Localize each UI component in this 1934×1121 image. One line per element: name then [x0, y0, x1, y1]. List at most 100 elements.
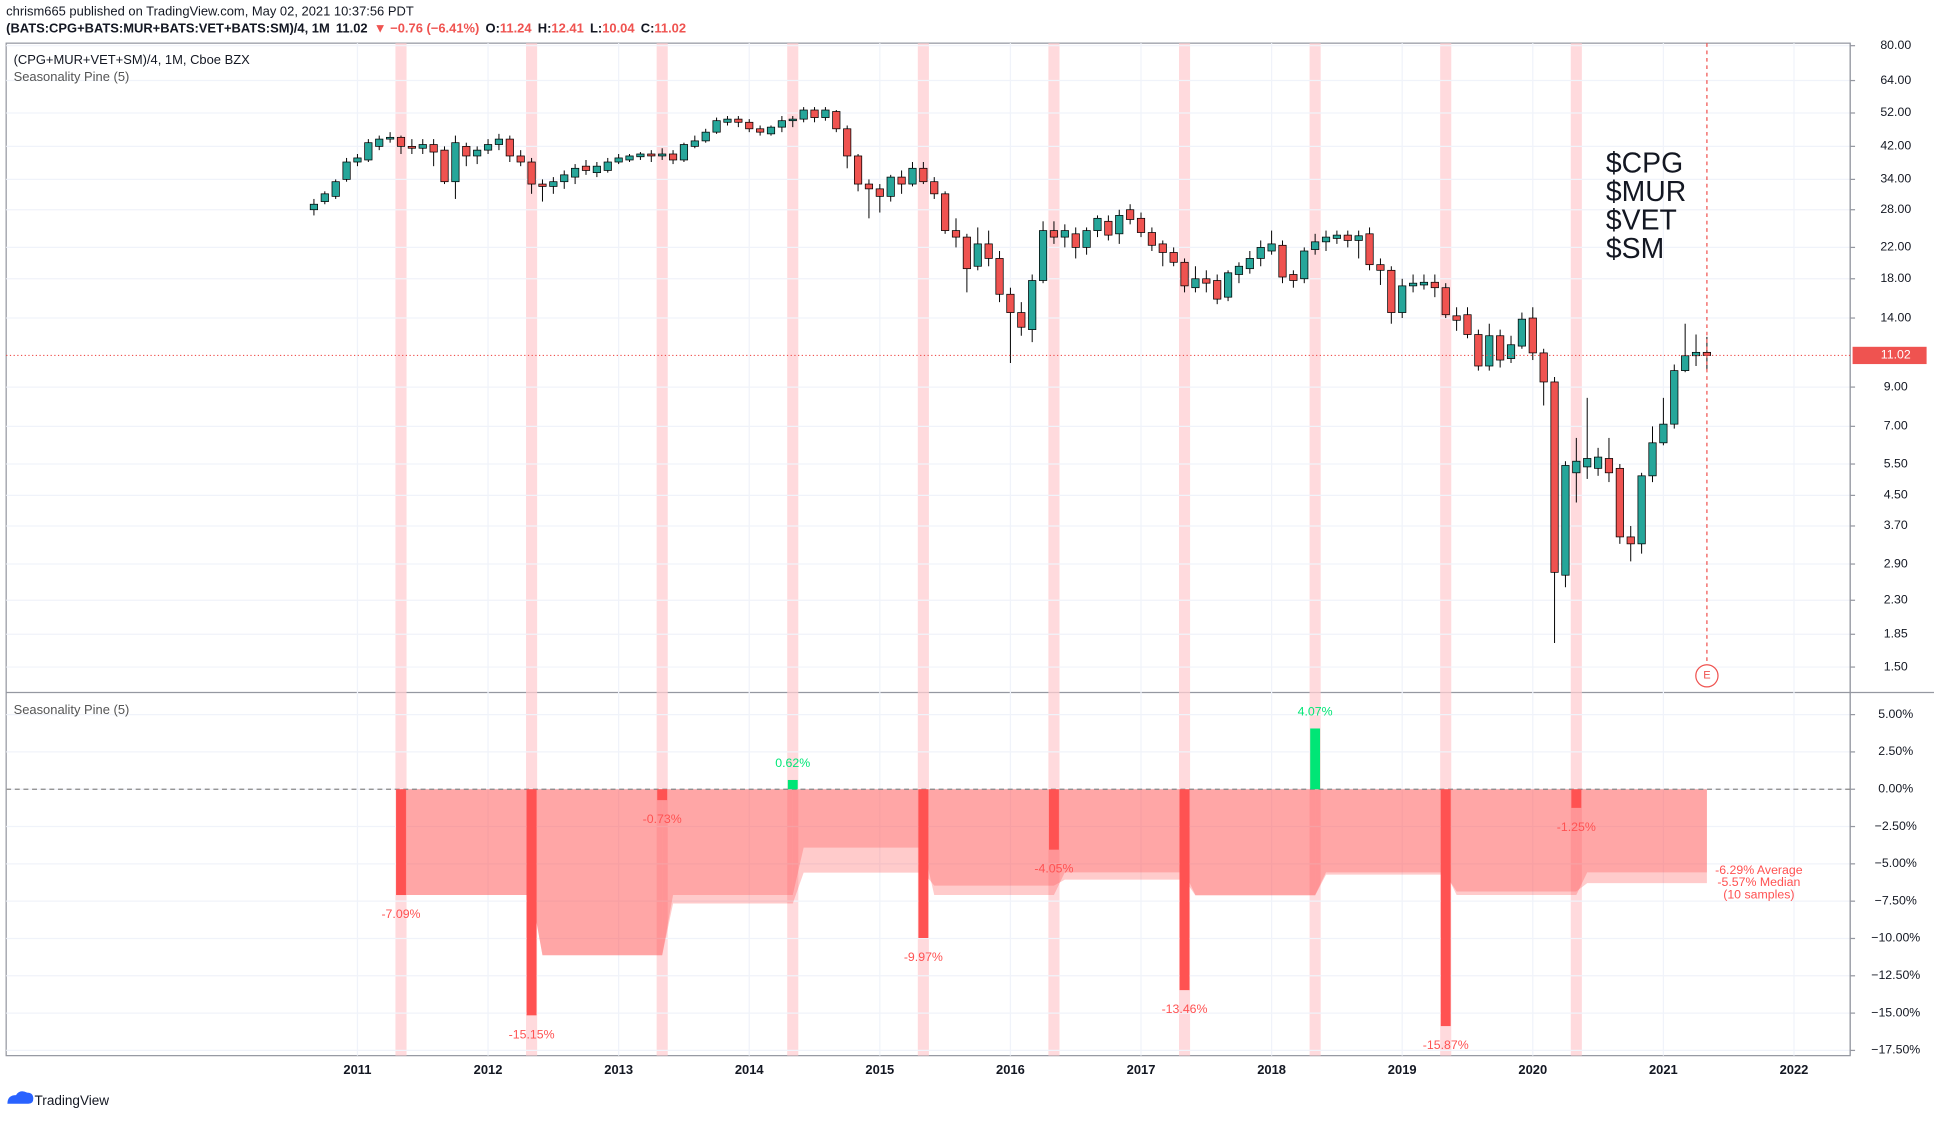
candle-body	[375, 138, 384, 147]
y-tick-label: 5.00%	[1878, 707, 1913, 721]
season-band	[1178, 43, 1191, 1056]
average-area	[1053, 789, 1185, 886]
candle-body	[581, 165, 591, 171]
candle-body	[1670, 370, 1679, 425]
season-bar	[1179, 789, 1190, 991]
x-tick-label: 2020	[1518, 1062, 1547, 1077]
y-tick-label: −15.00%	[1871, 1005, 1920, 1019]
average-area	[1576, 789, 1707, 892]
candle-body	[429, 144, 438, 153]
candle-body	[1387, 269, 1396, 313]
candle-body	[745, 121, 754, 130]
y-tick-label: −10.00%	[1871, 931, 1920, 945]
candle-body	[1343, 234, 1352, 241]
season-bar	[396, 789, 406, 896]
candle-body	[984, 243, 993, 259]
ticker-annotation: $VET	[1606, 204, 1677, 236]
earnings-marker	[1695, 664, 1719, 688]
candle-body	[1441, 287, 1450, 316]
candle-body	[1496, 335, 1505, 361]
candle-body	[1169, 252, 1178, 263]
candle-body	[788, 118, 797, 122]
candle-body	[1648, 442, 1657, 477]
value-label: -15.15%	[509, 1027, 555, 1041]
x-tick-label: 2021	[1649, 1062, 1678, 1077]
symbol-line: (BATS:CPG+BATS:MUR+BATS:VET+BATS:SM)/4, …	[6, 21, 686, 36]
candle-body	[712, 120, 721, 133]
last-price-label: 11.02	[1881, 348, 1911, 362]
y-tick-label: 3.70	[1884, 518, 1908, 532]
candle-body	[1550, 381, 1559, 573]
candle-body	[1594, 456, 1603, 469]
candle-body	[1583, 458, 1592, 468]
season-band	[395, 43, 407, 1056]
x-tick-label: 2015	[865, 1062, 894, 1077]
average-area	[1184, 789, 1316, 896]
x-tick-label: 2013	[604, 1062, 633, 1077]
ohlc-label: L:	[590, 21, 602, 36]
candle-body	[1354, 235, 1363, 241]
ohlc-value: 10.04	[602, 21, 635, 36]
y-tick-label: 1.50	[1884, 659, 1908, 673]
season-band	[787, 43, 799, 1056]
candle-body	[1038, 230, 1048, 281]
pane-title: (CPG+MUR+VET+SM)/4, 1M, Cboe BZX	[14, 52, 251, 67]
y-tick-label: 2.50%	[1878, 744, 1913, 758]
candle-body	[647, 153, 656, 157]
median-area	[1053, 789, 1185, 896]
x-tick-label: 2019	[1388, 1062, 1417, 1077]
candle-body	[603, 161, 612, 171]
candle-body	[1104, 220, 1113, 236]
y-tick-label: 14.00	[1880, 310, 1911, 324]
y-tick-label: 7.00	[1884, 419, 1908, 433]
candle-body	[1126, 209, 1135, 220]
candle-body	[462, 145, 471, 157]
candle-body	[853, 155, 863, 185]
value-label: 0.62%	[775, 756, 810, 770]
candle-body	[1136, 217, 1146, 233]
candle-body	[1332, 234, 1341, 239]
candle-body	[418, 144, 427, 149]
y-tick-label: 80.00	[1880, 38, 1911, 52]
candle-body	[1430, 281, 1439, 289]
candle-body	[1626, 536, 1635, 545]
logo-cloud	[7, 1091, 34, 1104]
candle-body	[821, 109, 830, 118]
candle-body	[962, 236, 971, 270]
candle-body	[951, 230, 961, 238]
season-band	[1048, 43, 1060, 1056]
candle-body	[451, 142, 460, 183]
candle-body	[1485, 335, 1494, 367]
candle-body	[1409, 282, 1418, 287]
y-tick-label: 18.00	[1880, 271, 1911, 285]
candle-body	[320, 193, 329, 202]
x-tick-label: 2016	[996, 1062, 1025, 1077]
candle-body	[1256, 247, 1265, 259]
candle-body	[571, 167, 580, 178]
candle-body	[995, 258, 1004, 295]
candle-body	[1681, 355, 1690, 371]
candle-body	[756, 128, 765, 133]
candle-body	[919, 167, 928, 183]
candle-body	[1604, 458, 1614, 474]
candle-body	[777, 120, 786, 128]
candle-body	[483, 144, 493, 151]
candle-body	[843, 128, 852, 157]
x-tick-label: 2014	[735, 1062, 765, 1077]
candle-body	[440, 149, 449, 183]
candle-body	[766, 126, 776, 135]
candle-body	[1213, 280, 1222, 300]
season-bar	[1310, 728, 1321, 790]
change: ▼ −0.76 (−6.41%)	[374, 21, 480, 36]
candle-body	[1615, 467, 1624, 538]
value-label: -15.87%	[1423, 1038, 1469, 1052]
y-tick-label: 52.00	[1880, 105, 1911, 119]
median-area	[1184, 789, 1316, 896]
candle-body	[1267, 243, 1276, 252]
candle-body	[1528, 317, 1537, 354]
y-tick-label: 1.85	[1884, 627, 1908, 641]
median-area	[662, 789, 793, 956]
y-tick-label: 0.00%	[1878, 781, 1913, 795]
season-bar	[1049, 789, 1059, 850]
